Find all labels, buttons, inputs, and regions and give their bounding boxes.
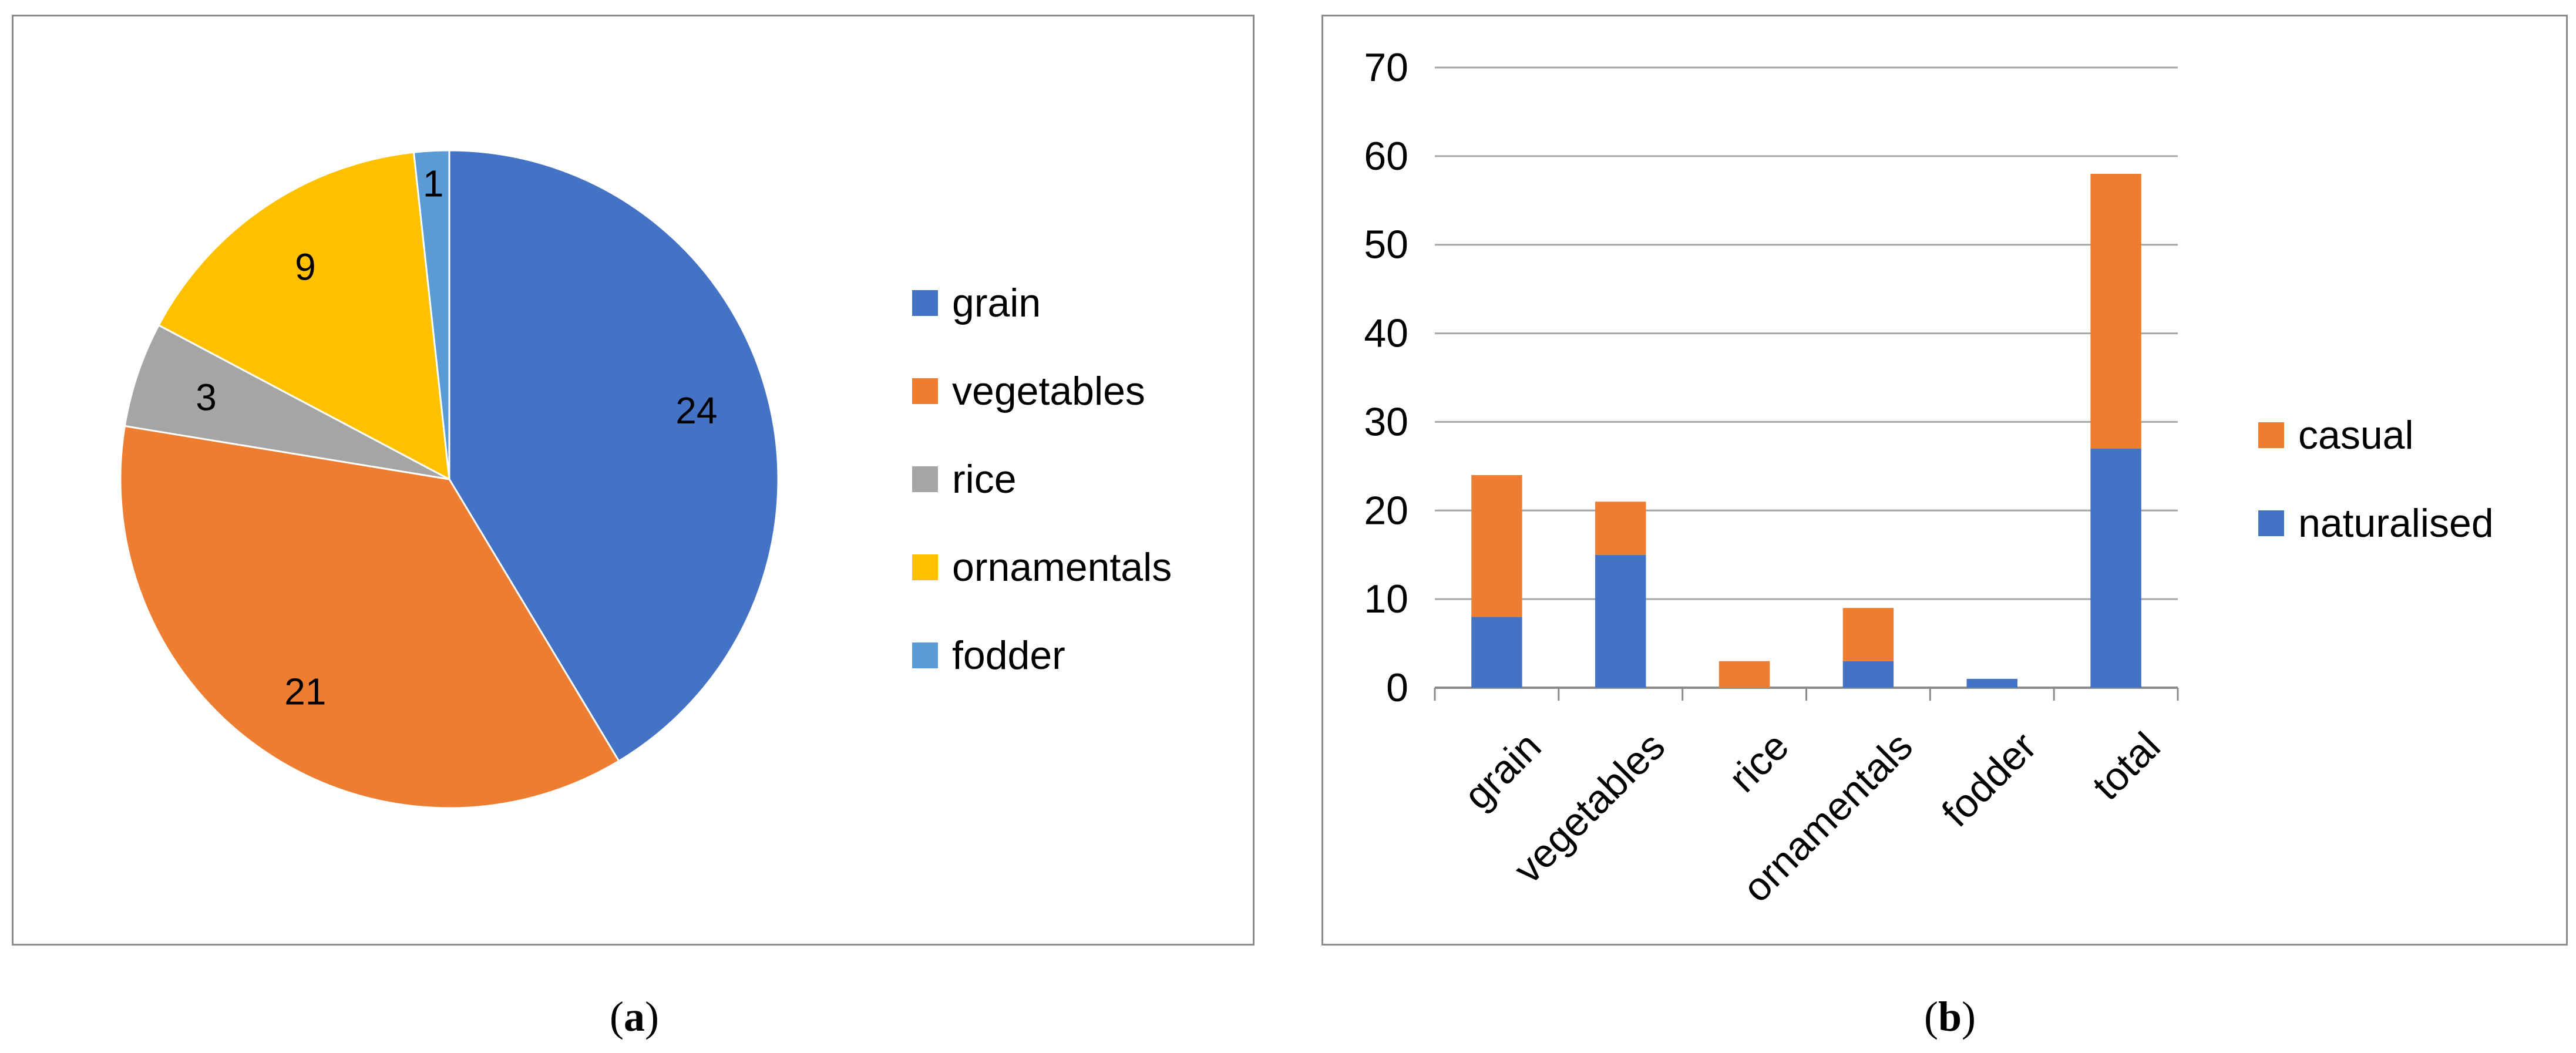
legend-label-grain: grain <box>952 281 1041 325</box>
caption-b-letter: b <box>1938 993 1962 1040</box>
x-tick-label-fodder: fodder <box>1933 724 2045 835</box>
y-tick-label-20: 20 <box>1364 488 1408 533</box>
legend-label-vegetables: vegetables <box>952 369 1145 413</box>
legend-label-casual: casual <box>2298 413 2414 457</box>
stacked-bar-chart-panel: 0 10 20 30 40 50 60 70 grain vegetables rice orname… <box>1321 15 2568 946</box>
bar-naturalised-vegetables <box>1595 554 1646 688</box>
y-tick-label-40: 40 <box>1364 311 1408 356</box>
bar-naturalised-grain <box>1471 617 1522 688</box>
caption-a: (a) <box>610 993 659 1040</box>
caption-b: (b) <box>1923 993 1976 1040</box>
legend-label-ornamentals: ornamentals <box>952 545 1172 590</box>
caption-a-letter: a <box>624 993 645 1040</box>
bar-casual-total <box>2090 174 2141 449</box>
pie-slice-rice <box>123 324 450 480</box>
legend-swatch-ornamentals <box>912 554 938 580</box>
pie-slice-ornamentals <box>157 151 450 481</box>
legend-swatch-naturalised <box>2258 510 2284 536</box>
y-tick-label-0: 0 <box>1386 665 1408 710</box>
x-tick-label-total: total <box>2084 724 2169 809</box>
legend-swatch-grain <box>912 290 938 316</box>
bar-naturalised-total <box>2090 448 2141 688</box>
pie-slice-vegetables <box>119 425 620 809</box>
bar-casual-ornamentals <box>1842 608 1894 661</box>
y-tick-label-30: 30 <box>1364 399 1408 444</box>
y-tick-label-50: 50 <box>1364 223 1408 267</box>
bar-casual-grain <box>1471 475 1522 617</box>
pie-data-label-vegetables: 21 <box>284 671 326 713</box>
legend-label-naturalised: naturalised <box>2298 501 2494 546</box>
pie-slice-grain <box>448 149 779 762</box>
legend-swatch-fodder <box>912 642 938 668</box>
bar-naturalised-ornamentals <box>1842 661 1894 688</box>
bar-casual-vegetables <box>1595 502 1646 555</box>
pie-data-label-ornamentals: 9 <box>295 245 316 288</box>
legend-label-fodder: fodder <box>952 633 1065 678</box>
legend-swatch-casual <box>2258 422 2284 448</box>
y-tick-label-70: 70 <box>1364 45 1408 90</box>
bar-casual-rice <box>1719 661 1770 688</box>
pie-data-label-grain: 24 <box>675 389 717 432</box>
x-tick-label-rice: rice <box>1720 724 1797 800</box>
pie-chart-panel: 24 21 3 9 1 grain vegetables rice ornamentals fod… <box>12 15 1255 946</box>
legend-swatch-vegetables <box>912 378 938 404</box>
pie-slice-fodder <box>412 149 450 480</box>
legend-swatch-rice <box>912 466 938 492</box>
pie-chart: 24 21 3 9 1 grain vegetables rice ornamentals fod… <box>119 149 1172 809</box>
y-tick-label-10: 10 <box>1364 577 1408 621</box>
pie-data-label-fodder: 1 <box>423 163 444 205</box>
y-tick-label-60: 60 <box>1364 134 1408 179</box>
legend-label-rice: rice <box>952 457 1017 502</box>
bar-naturalised-fodder <box>1966 678 2017 688</box>
pie-data-label-rice: 3 <box>196 376 217 419</box>
x-tick-label-grain: grain <box>1455 724 1550 818</box>
